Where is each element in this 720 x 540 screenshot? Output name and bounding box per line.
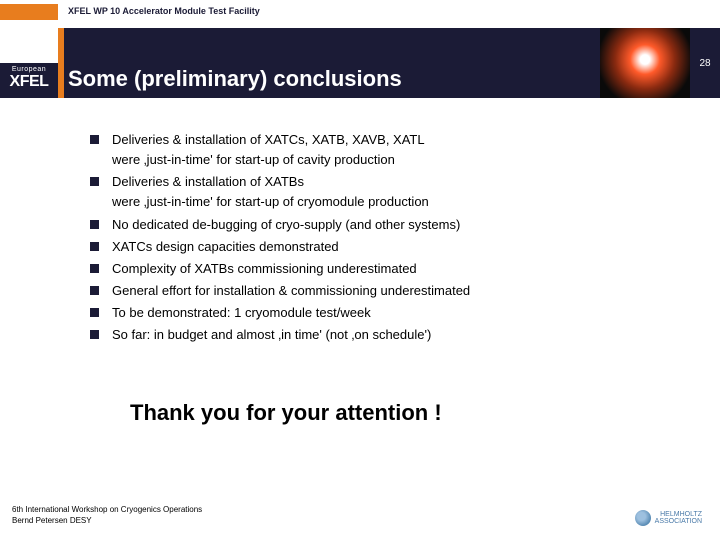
footer-line2: Bernd Petersen DESY xyxy=(12,516,202,526)
bullet-text: To be demonstrated: 1 cryomodule test/we… xyxy=(112,305,371,320)
bullet-text: So far: in budget and almost ‚in time' (… xyxy=(112,327,431,342)
bullet-text: General effort for installation & commis… xyxy=(112,283,470,298)
bullet-list: Deliveries & installation of XATCs, XATB… xyxy=(90,130,660,345)
bullet-text: Deliveries & installation of XATBswere ‚… xyxy=(112,174,660,212)
header-image xyxy=(600,28,690,98)
list-item: So far: in budget and almost ‚in time' (… xyxy=(90,325,660,345)
slide: XFEL WP 10 Accelerator Module Test Facil… xyxy=(0,0,720,540)
bullet-text: Complexity of XATBs commissioning undere… xyxy=(112,261,417,276)
topbar-orange-accent xyxy=(0,4,58,20)
logo-line1: European xyxy=(0,66,58,73)
topbar: XFEL WP 10 Accelerator Module Test Facil… xyxy=(0,0,720,28)
footer-line1: 6th International Workshop on Cryogenics… xyxy=(12,505,202,515)
list-item: No dedicated de-bugging of cryo-supply (… xyxy=(90,215,660,235)
list-item: Complexity of XATBs commissioning undere… xyxy=(90,259,660,279)
bullet-text: XATCs design capacities demonstrated xyxy=(112,239,339,254)
helmholtz-logo: HELMHOLTZASSOCIATION xyxy=(635,510,702,526)
bullet-text: No dedicated de-bugging of cryo-supply (… xyxy=(112,217,460,232)
list-item: Deliveries & installation of XATBswere ‚… xyxy=(90,172,660,212)
list-item: To be demonstrated: 1 cryomodule test/we… xyxy=(90,303,660,323)
orange-strip xyxy=(58,28,64,98)
helmholtz-text: HELMHOLTZASSOCIATION xyxy=(655,511,702,525)
footer: 6th International Workshop on Cryogenics… xyxy=(12,505,202,526)
bullet-text: Deliveries & installation of XATCs, XATB… xyxy=(112,132,660,170)
helmholtz-icon xyxy=(635,510,651,526)
thank-you-text: Thank you for your attention ! xyxy=(130,400,442,426)
breadcrumb-title: XFEL WP 10 Accelerator Module Test Facil… xyxy=(68,6,260,16)
list-item: Deliveries & installation of XATCs, XATB… xyxy=(90,130,660,170)
list-item: XATCs design capacities demonstrated xyxy=(90,237,660,257)
title-bar-cutout xyxy=(0,28,58,63)
page-title: Some (preliminary) conclusions xyxy=(68,66,402,92)
xfel-logo: European XFEL xyxy=(0,66,58,91)
list-item: General effort for installation & commis… xyxy=(90,281,660,301)
content-area: Deliveries & installation of XATCs, XATB… xyxy=(90,130,660,347)
page-number: 28 xyxy=(690,28,720,98)
title-bar: European XFEL Some (preliminary) conclus… xyxy=(0,28,720,98)
logo-line2: XFEL xyxy=(0,73,58,91)
